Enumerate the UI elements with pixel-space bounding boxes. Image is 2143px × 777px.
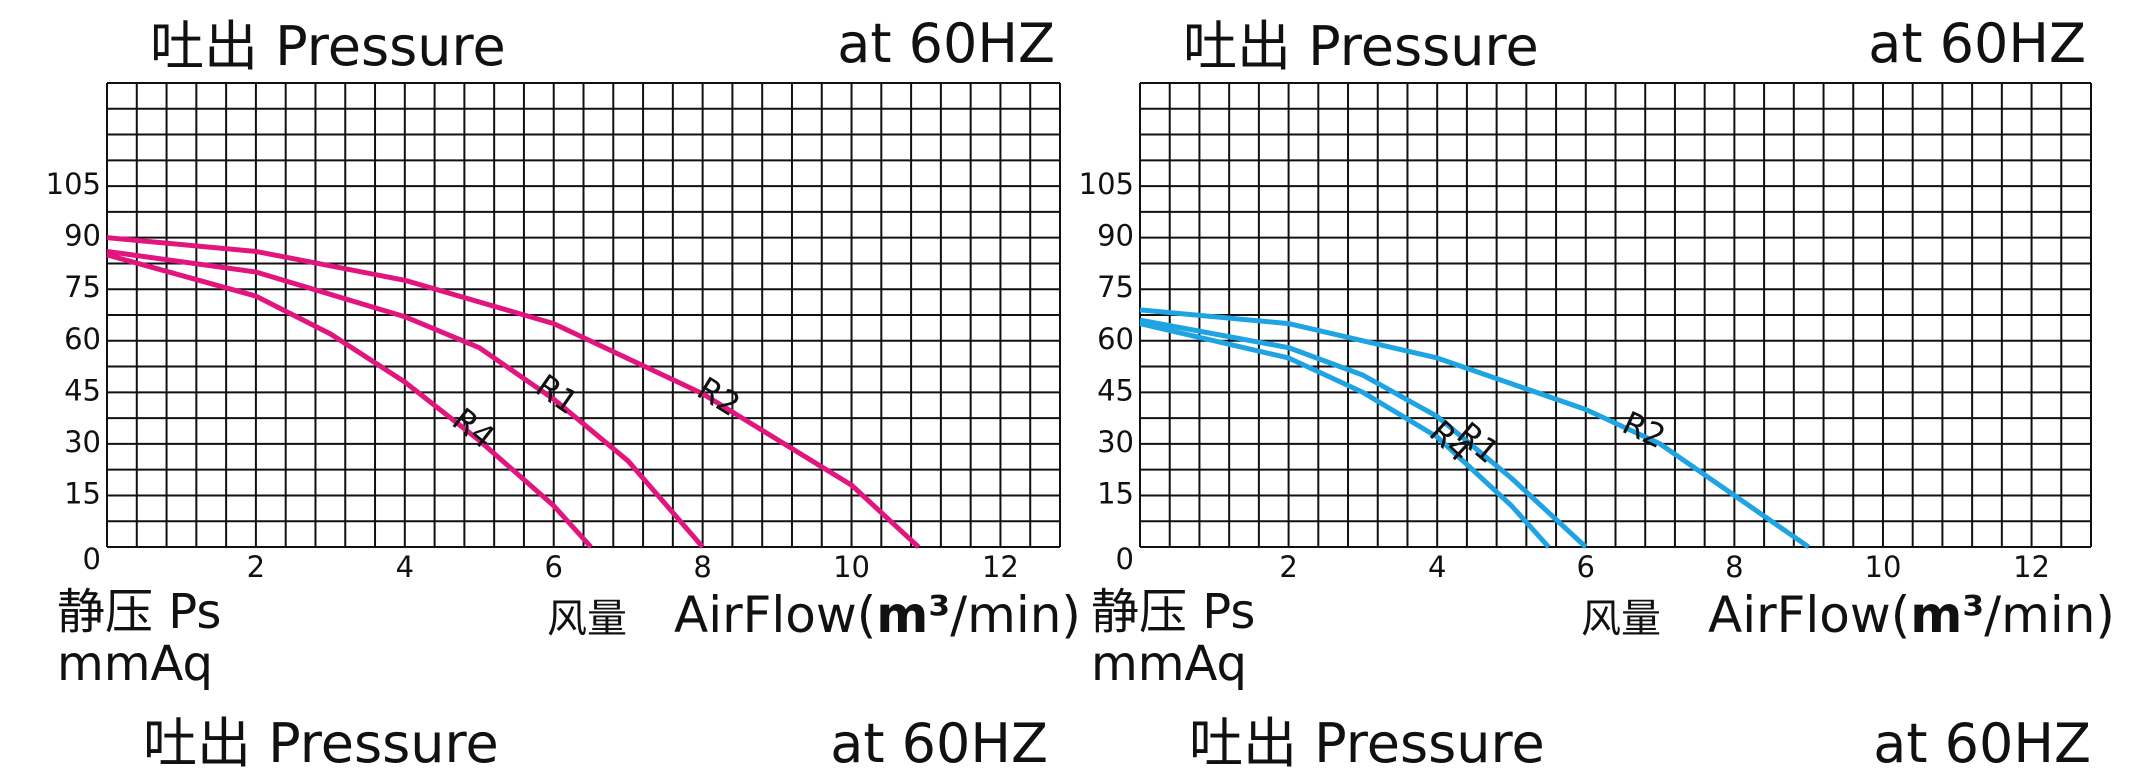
footer-left: 吐出 Pressure: [143, 712, 499, 775]
y-tick-label: 15: [64, 476, 101, 510]
x-axis-label-part: m³: [1910, 586, 1984, 644]
y-tick-label: 90: [64, 219, 101, 253]
x-tick-label: 2: [247, 550, 265, 584]
x-axis-label-part: m³: [876, 586, 950, 644]
y-tick-label: 15: [1097, 476, 1134, 510]
y-tick-label: 45: [64, 373, 101, 407]
x-tick-label: 6: [544, 550, 562, 584]
curve: [106, 248, 705, 549]
y-tick-label: 75: [64, 270, 101, 304]
footer-right: at 60HZ: [830, 712, 1048, 775]
x-axis-label: 风量: [547, 596, 627, 642]
chart-title: 吐出 Pressure: [150, 15, 506, 78]
y-tick-label: 75: [1097, 270, 1134, 304]
x-tick-label: 2: [1279, 550, 1297, 584]
x-axis-label-part: AirFlow(: [674, 586, 876, 644]
curve: [1139, 307, 1811, 550]
y-tick-label: 105: [46, 167, 101, 201]
chart-subtitle: at 60HZ: [837, 12, 1055, 75]
y-tick-label: 0: [1116, 542, 1134, 576]
chart-subtitle: at 60HZ: [1868, 12, 2086, 75]
curve: [1139, 321, 1551, 549]
x-tick-label: 10: [1865, 550, 1902, 584]
curve: [106, 252, 593, 549]
x-tick-label: 8: [1725, 550, 1743, 584]
x-tick-label: 12: [982, 550, 1019, 584]
y-tick-label: 90: [1097, 219, 1134, 253]
x-tick-label: 8: [693, 550, 711, 584]
x-axis-label-part: AirFlow(: [1708, 586, 1910, 644]
footer-left: 吐出 Pressure: [1189, 712, 1545, 775]
y-axis-label: mmAq: [57, 636, 213, 692]
curve: [106, 235, 921, 549]
x-tick-label: 12: [2013, 550, 2050, 584]
y-axis-label: mmAq: [1091, 636, 1247, 692]
x-tick-label: 6: [1577, 550, 1595, 584]
y-tick-label: 30: [1097, 425, 1134, 459]
y-tick-label: 105: [1079, 167, 1134, 201]
footer-right: at 60HZ: [1873, 712, 2091, 775]
x-tick-label: 10: [833, 550, 870, 584]
x-axis-label: AirFlow(m³/min): [674, 586, 1081, 644]
x-axis-label: 风量: [1581, 596, 1661, 642]
x-tick-label: 4: [396, 550, 414, 584]
x-axis-label-part: /min): [1984, 586, 2115, 644]
y-tick-label: 60: [64, 322, 101, 356]
curve: [1139, 317, 1588, 549]
y-axis-label: 静压 Ps: [57, 584, 221, 640]
y-tick-label: 60: [1097, 322, 1134, 356]
chart-title: 吐出 Pressure: [1183, 15, 1539, 78]
x-axis-label-part: /min): [950, 586, 1081, 644]
x-tick-label: 4: [1428, 550, 1446, 584]
curve-label: R1: [529, 367, 586, 422]
y-tick-label: 30: [64, 425, 101, 459]
y-tick-label: 0: [83, 542, 101, 576]
y-axis-label: 静压 Ps: [1091, 584, 1255, 640]
x-axis-label: AirFlow(m³/min): [1708, 586, 2115, 644]
y-tick-label: 45: [1097, 373, 1134, 407]
